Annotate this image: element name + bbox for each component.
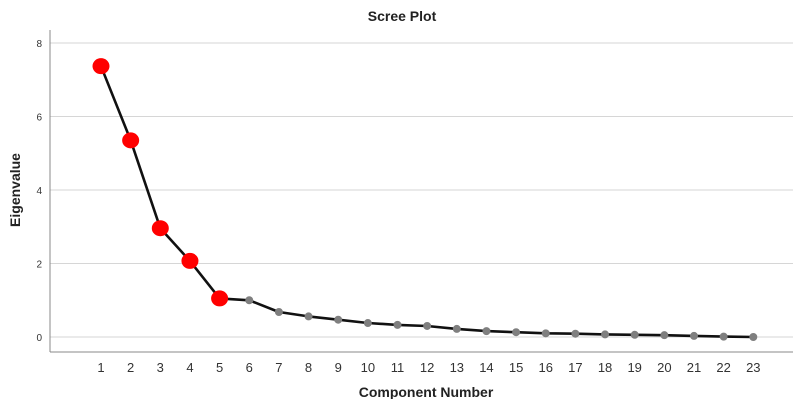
data-point-2	[122, 132, 140, 149]
x-tick-label-21: 21	[687, 360, 701, 375]
x-tick-label-9: 9	[335, 360, 342, 375]
x-tick-label-6: 6	[246, 360, 253, 375]
axes	[49, 30, 793, 353]
data-point-4	[181, 252, 199, 269]
data-point-14	[482, 327, 491, 336]
gridlines	[50, 42, 793, 338]
data-point-12	[423, 321, 432, 330]
data-point-1	[92, 58, 110, 75]
data-point-23	[749, 333, 758, 341]
data-point-6	[245, 296, 254, 305]
x-axis-ticks: 1 2 3 4 5 6 7 8 9 10 11 12 13 14 15 16 17 18 19 20 21 22 23	[97, 360, 760, 375]
series-eigenvalues	[92, 58, 758, 341]
data-point-8	[304, 312, 313, 321]
data-point-10	[363, 319, 372, 328]
x-tick-label-16: 16	[539, 360, 553, 375]
x-tick-label-1: 1	[97, 360, 104, 375]
data-point-21	[690, 331, 698, 340]
data-point-11	[393, 320, 402, 329]
x-tick-label-12: 12	[420, 360, 434, 375]
x-tick-label-13: 13	[450, 360, 464, 375]
x-tick-label-3: 3	[157, 360, 164, 375]
data-point-22	[719, 332, 728, 341]
x-tick-label-2: 2	[127, 360, 134, 375]
x-axis-label: Component Number	[359, 384, 494, 399]
x-tick-label-7: 7	[275, 360, 282, 375]
x-tick-label-17: 17	[568, 360, 582, 375]
y-axis-label: Eigenvalue	[7, 153, 23, 227]
x-tick-label-14: 14	[479, 360, 493, 375]
x-tick-label-11: 11	[391, 360, 405, 375]
y-tick-label-6: 6	[36, 113, 42, 124]
x-tick-label-4: 4	[186, 360, 193, 375]
x-tick-label-5: 5	[216, 360, 223, 375]
data-point-19	[630, 330, 639, 339]
x-tick-label-10: 10	[361, 360, 375, 375]
data-point-20	[660, 331, 669, 340]
data-point-7	[274, 308, 283, 317]
y-tick-label-8: 8	[36, 39, 42, 50]
x-tick-label-20: 20	[657, 360, 671, 375]
y-tick-label-0: 0	[36, 333, 42, 344]
y-axis-ticks: 0 2 4 6 8	[36, 39, 42, 344]
series-line	[99, 65, 754, 339]
data-point-13	[452, 324, 461, 333]
x-tick-label-22: 22	[716, 360, 730, 375]
data-point-9	[334, 315, 343, 324]
data-point-3	[151, 220, 169, 237]
data-point-16	[541, 329, 550, 338]
y-tick-label-2: 2	[36, 260, 42, 271]
x-tick-label-18: 18	[598, 360, 612, 375]
data-point-15	[512, 328, 521, 337]
x-tick-label-19: 19	[627, 360, 641, 375]
data-point-17	[571, 329, 580, 338]
data-point-18	[601, 330, 610, 339]
x-tick-label-23: 23	[746, 360, 760, 375]
data-point-5	[211, 290, 229, 307]
y-tick-label-4: 4	[36, 186, 42, 197]
chart-title: Scree Plot	[368, 8, 437, 24]
x-tick-label-15: 15	[509, 360, 523, 375]
x-tick-label-8: 8	[305, 360, 312, 375]
